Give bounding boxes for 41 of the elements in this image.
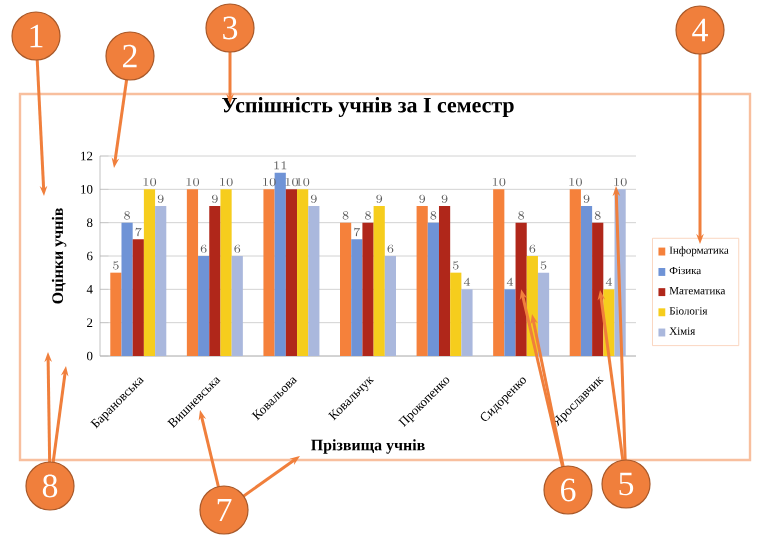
text: 2 [123, 44, 137, 68]
bar [263, 189, 275, 356]
bar [450, 272, 462, 356]
bar [110, 272, 122, 356]
bar [384, 256, 396, 356]
bar [592, 222, 604, 356]
bar [220, 189, 232, 356]
bar [274, 172, 286, 356]
bar [580, 206, 593, 356]
text: 3 [223, 16, 238, 40]
bar [362, 222, 374, 356]
bar [504, 289, 516, 356]
text: 4 [692, 18, 708, 42]
bar [493, 189, 505, 356]
bar [537, 272, 550, 356]
bar [231, 256, 243, 356]
bar [351, 239, 363, 356]
text: 5 [619, 472, 634, 496]
bar [373, 206, 385, 356]
bar [285, 189, 298, 356]
text: 7 [217, 498, 232, 522]
bar [121, 222, 133, 356]
bar [515, 222, 527, 356]
text: 8 [42, 474, 58, 498]
bar [155, 206, 167, 356]
annotation: 6 [561, 478, 576, 502]
bar [132, 239, 144, 356]
bar [340, 222, 352, 356]
bar [209, 206, 221, 356]
bar [461, 289, 473, 356]
bar [186, 189, 199, 356]
bar [569, 189, 581, 356]
bar [198, 256, 210, 356]
bar [438, 206, 451, 356]
bar [143, 189, 156, 356]
bar [427, 222, 439, 356]
text: 1 [30, 24, 43, 48]
bar [416, 206, 428, 356]
chart-title: Успішність учнів за І семестр [222, 97, 514, 117]
bar [308, 206, 320, 356]
bar [297, 189, 309, 356]
